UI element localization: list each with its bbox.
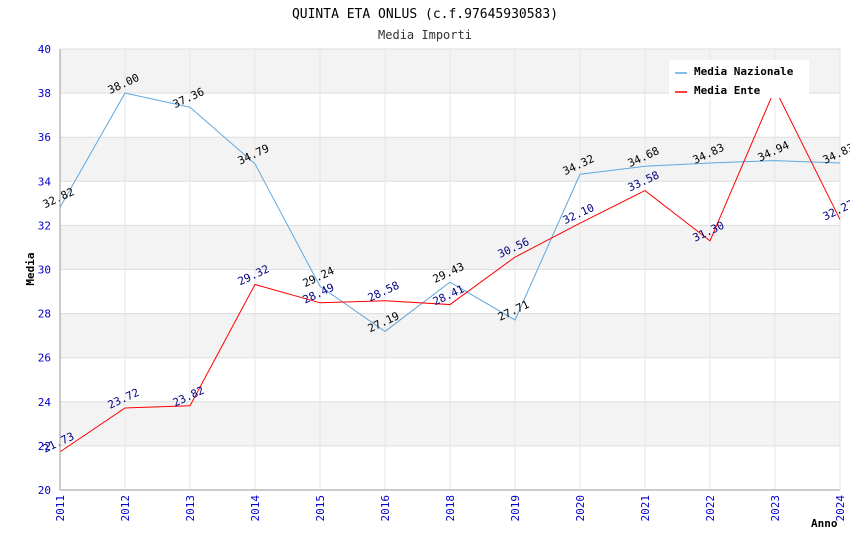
x-tick-label: 2012 <box>119 495 132 522</box>
y-tick-label: 36 <box>38 131 51 144</box>
legend: Media Nazionale Media Ente <box>669 60 809 98</box>
legend-box <box>669 60 809 98</box>
x-tick-label: 2023 <box>769 495 782 522</box>
x-tick-label: 2011 <box>54 495 67 522</box>
series-line-ente <box>59 87 841 453</box>
x-tick-label: 2015 <box>314 495 327 522</box>
y-tick-label: 34 <box>38 175 52 188</box>
y-axis-label: Media <box>24 252 37 285</box>
x-axis-label: Anno <box>811 517 838 530</box>
x-tick-label: 2018 <box>444 495 457 522</box>
y-tick-label: 20 <box>38 484 51 497</box>
y-tick-label: 22 <box>38 440 51 453</box>
x-tick-label: 2024 <box>834 495 847 522</box>
y-tick-label: 24 <box>38 396 52 409</box>
y-tick-label: 28 <box>38 308 51 321</box>
legend-label-nazionale: Media Nazionale <box>694 65 794 78</box>
y-tick-label: 38 <box>38 87 51 100</box>
x-tick-label: 2021 <box>639 495 652 522</box>
y-tick-label: 26 <box>38 352 51 365</box>
chart-title: QUINTA ETA ONLUS (c.f.97645930583) <box>292 7 558 22</box>
y-tick-label: 32 <box>38 219 51 232</box>
x-tick-label: 2016 <box>379 495 392 522</box>
legend-label-ente: Media Ente <box>694 84 761 97</box>
y-tick-label: 30 <box>38 264 51 277</box>
x-tick-label: 2014 <box>249 495 262 522</box>
series-lines <box>59 87 841 453</box>
series-line-nazionale <box>59 92 841 333</box>
x-tick-label: 2020 <box>574 495 587 522</box>
y-tick-label: 40 <box>38 43 51 56</box>
x-tick-label: 2019 <box>509 495 522 522</box>
chart-subtitle: Media Importi <box>378 28 472 42</box>
x-tick-label: 2022 <box>704 495 717 522</box>
x-tick-label: 2013 <box>184 495 197 522</box>
